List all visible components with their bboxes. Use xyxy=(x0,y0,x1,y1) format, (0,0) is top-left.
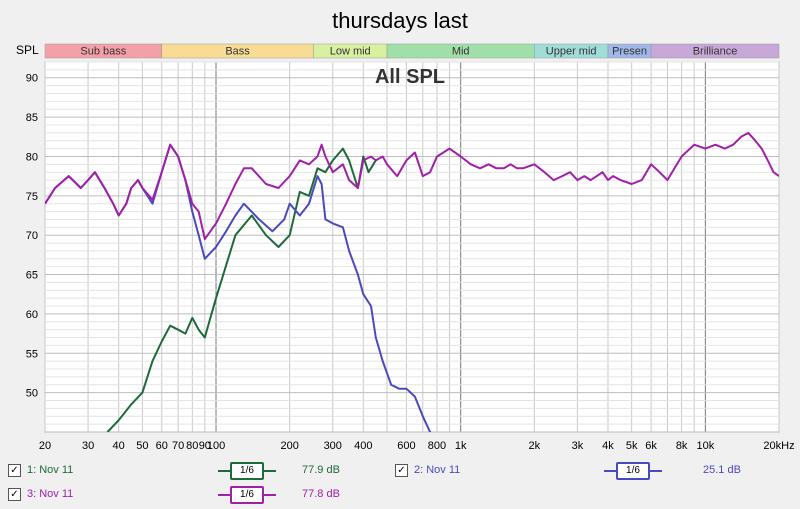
y-tick-label: 65 xyxy=(26,270,38,282)
y-tick-label: 80 xyxy=(26,151,38,163)
x-tick-label: 200 xyxy=(280,440,298,452)
series-3-smoothing-button[interactable]: 1/6 xyxy=(230,486,264,504)
series-lines xyxy=(45,131,779,432)
x-tick-label-minor: 80 xyxy=(186,440,198,452)
series-2-line-swatch-right xyxy=(650,470,662,472)
y-tick-label: 85 xyxy=(26,112,38,124)
y-axis-label: SPL xyxy=(16,43,39,57)
x-tick-label: 10k xyxy=(696,440,714,452)
x-tick-label: 20 xyxy=(39,440,51,452)
y-tick-label: 55 xyxy=(26,348,38,360)
band-label-5: Presen xyxy=(612,46,647,58)
legend-row-1: ✓ 1: Nov 11 1/6 77.9 dB ✓ 2: Nov 11 1/6 … xyxy=(0,462,800,480)
series-1-value: 77.9 dB xyxy=(302,464,340,476)
band-label-4: Upper mid xyxy=(546,46,597,58)
series-1-checkbox[interactable]: ✓ xyxy=(8,464,21,477)
y-tick-label: 50 xyxy=(26,388,38,400)
series-2-line-swatch xyxy=(604,470,616,472)
series-3-line-swatch-right xyxy=(264,494,276,496)
x-tick-label: 50 xyxy=(136,440,148,452)
chart-title: thursdays last xyxy=(332,8,468,33)
x-tick-label: 1k xyxy=(455,440,467,452)
series-3-checkbox[interactable]: ✓ xyxy=(8,488,21,501)
series-1-label: 1: Nov 11 xyxy=(27,464,74,476)
series-1-line-swatch-right xyxy=(264,470,276,472)
frequency-bands: Sub bass Bass Low mid Mid Upper mid Presen Bri… xyxy=(44,43,780,59)
series-3-line-swatch xyxy=(218,494,230,496)
band-label-0: Sub bass xyxy=(80,46,126,58)
grid xyxy=(44,61,780,433)
series-1-smoothing-button[interactable]: 1/6 xyxy=(230,462,264,480)
x-tick-label-minor: 90 xyxy=(199,440,211,452)
x-tick-label: 3k xyxy=(572,440,584,452)
series-2-checkbox[interactable]: ✓ xyxy=(395,464,408,477)
band-label-3: Mid xyxy=(452,46,470,58)
series-2-smoothing-button[interactable]: 1/6 xyxy=(616,462,650,480)
x-tick-label: 40 xyxy=(113,440,125,452)
x-tick-label: 300 xyxy=(324,440,342,452)
series-1-line-swatch xyxy=(218,470,230,472)
band-label-1: Bass xyxy=(225,46,250,58)
x-tick-label: 600 xyxy=(397,440,415,452)
y-tick-label: 60 xyxy=(26,309,38,321)
series-3-value: 77.8 dB xyxy=(302,488,340,500)
plot-background xyxy=(44,61,780,433)
band-6 xyxy=(650,43,780,59)
x-tick-label: 4k xyxy=(602,440,614,452)
band-label-2: Low mid xyxy=(330,46,371,58)
x-tick-label: 8k xyxy=(676,440,688,452)
series-2-value: 25.1 dB xyxy=(703,464,741,476)
x-tick-label: 60 xyxy=(156,440,168,452)
x-tick-label: 400 xyxy=(354,440,372,452)
series-line-1 xyxy=(106,147,377,432)
y-tick-label: 90 xyxy=(26,73,38,85)
y-tick-label: 75 xyxy=(26,191,38,203)
x-tick-label: 800 xyxy=(428,440,446,452)
legend-row-2: ✓ 3: Nov 11 1/6 77.8 dB xyxy=(0,486,800,504)
x-tick-label: 2k xyxy=(529,440,541,452)
x-tick-label: 5k xyxy=(626,440,638,452)
x-tick-label: 100 xyxy=(207,440,225,452)
plot-area xyxy=(44,61,780,433)
x-tick-label-minor: 70 xyxy=(172,440,184,452)
axes: 50 55 60 65 70 75 80 85 90 20 30 40 50 60 100 200 300 400… xyxy=(26,73,795,452)
series-line-3 xyxy=(45,131,779,241)
x-tick-label: 30 xyxy=(82,440,94,452)
chart-subtitle: All SPL xyxy=(375,66,445,88)
series-3-label: 3: Nov 11 xyxy=(27,488,74,500)
x-tick-label: 20kHz xyxy=(763,440,794,452)
band-label-6: Brilliance xyxy=(693,46,738,58)
series-2-label: 2: Nov 11 xyxy=(414,464,461,476)
y-tick-label: 70 xyxy=(26,230,38,242)
x-tick-label: 6k xyxy=(645,440,657,452)
